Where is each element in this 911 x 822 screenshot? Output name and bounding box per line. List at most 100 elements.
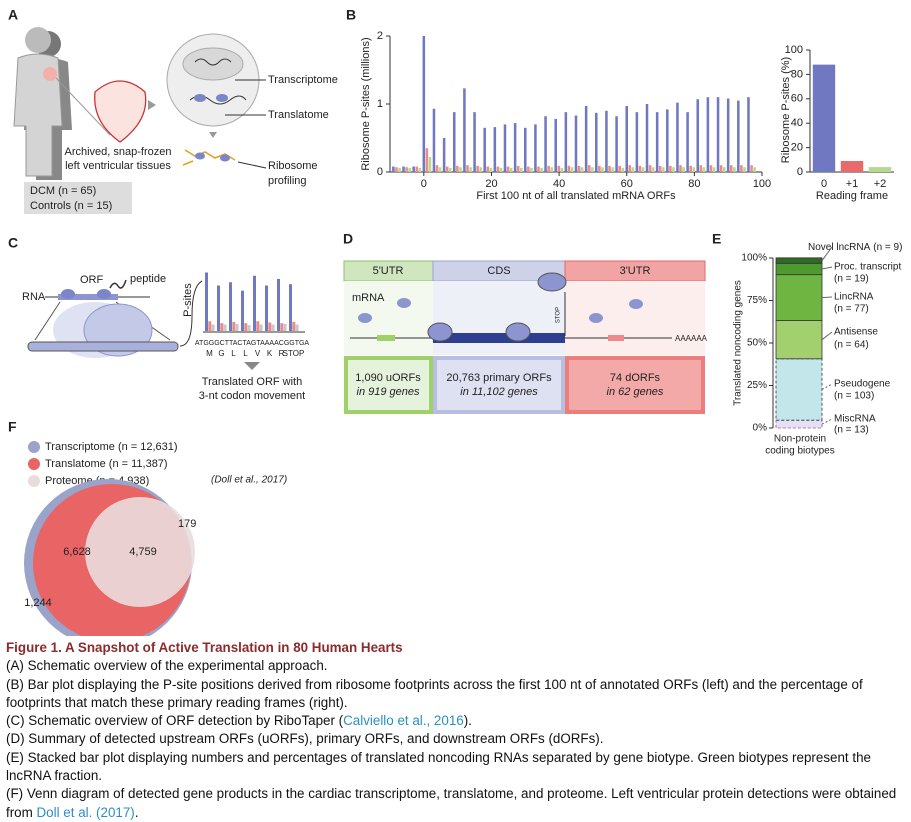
- y-axis-label: Ribosome P-sites (%): [780, 57, 792, 163]
- bar: [235, 323, 239, 331]
- bar: [479, 167, 482, 172]
- caption-text: (E) Stacked bar plot displaying numbers …: [6, 749, 871, 784]
- bar: [733, 167, 736, 172]
- bar: [205, 272, 208, 331]
- bar: [241, 290, 244, 331]
- bar: [415, 166, 419, 172]
- x-tick-label: +2: [874, 178, 887, 190]
- bar: [283, 323, 287, 331]
- caption-text: (A) Schematic overview of the experiment…: [6, 658, 328, 674]
- label: profiling: [268, 175, 307, 187]
- bar: [591, 167, 594, 172]
- segment-name: Novel lncRNA: [808, 242, 871, 253]
- x-tick-label: 60: [621, 178, 633, 190]
- bar: [564, 112, 568, 172]
- y-tick-label: 100%: [741, 253, 767, 264]
- zoom-line: [34, 301, 61, 341]
- bar: [280, 323, 284, 331]
- bar: [244, 323, 248, 331]
- bar: [253, 275, 256, 331]
- bar: [722, 167, 726, 172]
- bar: [631, 167, 635, 172]
- bar: [672, 167, 675, 172]
- orf-count: 20,763 primary ORFs: [446, 372, 552, 384]
- panel-label: B: [346, 7, 356, 23]
- cohort-box: [24, 182, 132, 214]
- bar: [557, 165, 561, 172]
- bar: [868, 167, 892, 172]
- bar: [648, 165, 652, 172]
- bar: [459, 167, 462, 172]
- bar: [679, 165, 682, 172]
- bar: [395, 167, 398, 172]
- orf-count: 1,090 uORFs: [355, 372, 421, 384]
- bar: [428, 157, 432, 172]
- cohort: DCM (n = 65): [30, 185, 96, 197]
- bar: [208, 321, 212, 331]
- citation-link[interactable]: Doll et al. (2017): [36, 804, 135, 820]
- y-tick-label: 0: [797, 166, 803, 178]
- bar: [580, 167, 584, 172]
- bar: [259, 324, 263, 331]
- bar: [456, 165, 459, 172]
- bar: [530, 167, 533, 172]
- x-axis-label: Reading frame: [816, 190, 888, 202]
- ribosome: [216, 94, 228, 102]
- y-tick-label: 25%: [747, 380, 767, 391]
- bar: [534, 124, 537, 172]
- panel-d: 5'UTR CDS 3'UTR mRNA STOP AAAAAA 1,090 u…: [343, 260, 708, 414]
- bar: [289, 284, 292, 331]
- proteome-circle: [85, 497, 195, 607]
- bar: [554, 118, 557, 172]
- leader: [237, 161, 267, 169]
- bar: [466, 165, 469, 172]
- segment-name: Novel lncRNA (n = 9): [808, 242, 902, 253]
- bar: [292, 321, 296, 331]
- segment: [775, 419, 823, 429]
- bar: [463, 88, 466, 172]
- bar: [402, 166, 405, 172]
- nucleus: [182, 47, 244, 81]
- panel-label: D: [343, 231, 353, 247]
- codon-label: V: [255, 349, 261, 358]
- bar: [669, 165, 672, 172]
- bar: [405, 167, 408, 172]
- legend-label: Transcriptome (n = 12,631): [45, 441, 178, 453]
- segment-name: Pseudogene: [834, 379, 891, 390]
- region-label: 3'UTR: [620, 265, 651, 277]
- heart-spot: [43, 67, 57, 81]
- x-axis-label: Non-protein: [774, 434, 826, 445]
- bar: [418, 167, 422, 172]
- segment: [775, 262, 823, 276]
- bar: [702, 167, 706, 172]
- bar: [277, 279, 280, 331]
- citation: (Doll et al., 2017): [211, 475, 287, 486]
- utr3-bg: [565, 281, 705, 355]
- arrow: [209, 132, 217, 138]
- label: mRNA: [352, 292, 385, 304]
- bar: [547, 165, 550, 172]
- segment: [775, 320, 823, 360]
- venn-count: 1,244: [24, 597, 52, 609]
- bar: [271, 324, 275, 331]
- bar: [473, 112, 476, 172]
- x-tick-label: +1: [846, 178, 859, 190]
- bar: [537, 166, 540, 172]
- bar: [666, 109, 669, 172]
- polya: AAAAAA: [675, 334, 708, 343]
- bar: [601, 167, 604, 172]
- bar: [686, 112, 689, 172]
- heart: [94, 80, 147, 143]
- caption: Translated ORF with: [202, 376, 302, 388]
- label: Translatome: [268, 109, 329, 121]
- leader: [821, 383, 833, 390]
- bar: [608, 165, 611, 172]
- citation-link[interactable]: Calviello et al., 2016: [343, 713, 464, 729]
- segment: [775, 358, 823, 421]
- bar: [265, 285, 268, 331]
- bar: [445, 166, 449, 172]
- bar: [696, 99, 700, 172]
- bar: [220, 323, 224, 331]
- bar: [709, 165, 713, 172]
